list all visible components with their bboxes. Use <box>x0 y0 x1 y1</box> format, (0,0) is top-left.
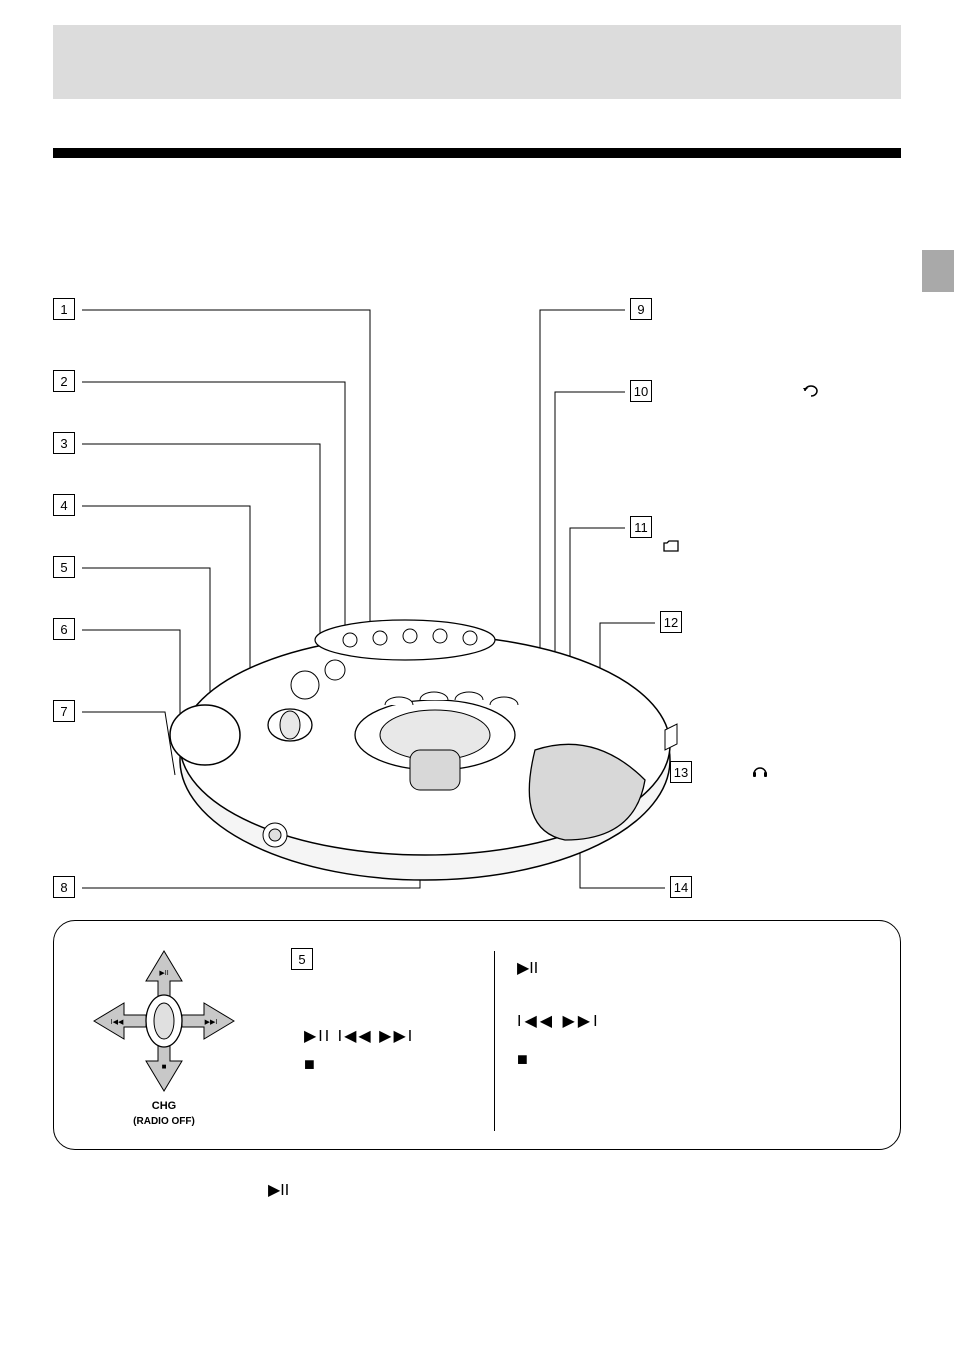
radio-off-label: (RADIO OFF) <box>133 1116 195 1127</box>
chg-label: CHG <box>152 1100 176 1112</box>
jog-lever-diagram: ▶II I◀◀ ▶▶I ■ CHG (RADIO OFF) <box>74 941 254 1131</box>
panel-left-row1: ▶II I◀◀ ▶▶I <box>304 1026 414 1046</box>
panel-divider <box>494 951 495 1131</box>
svg-text:▶▶I: ▶▶I <box>205 1019 218 1026</box>
panel-right-row1: ▶II <box>517 958 538 978</box>
footer-play-pause-icon: ▶II <box>268 1180 289 1200</box>
device-diagram <box>135 550 685 900</box>
svg-text:■: ■ <box>162 1062 167 1071</box>
panel-left-row2: ■ <box>304 1054 315 1075</box>
svg-text:▶II: ▶II <box>159 970 168 977</box>
svg-text:I◀◀: I◀◀ <box>111 1019 124 1026</box>
panel-callout-5: 5 <box>291 948 317 970</box>
panel-right-row2: I◀◀ ▶▶I <box>517 1011 601 1031</box>
control-lever-panel: ▶II I◀◀ ▶▶I ■ CHG (RADIO OFF) 5 ▶II I◀◀ … <box>53 920 901 1150</box>
panel-right-row3: ■ <box>517 1049 528 1070</box>
